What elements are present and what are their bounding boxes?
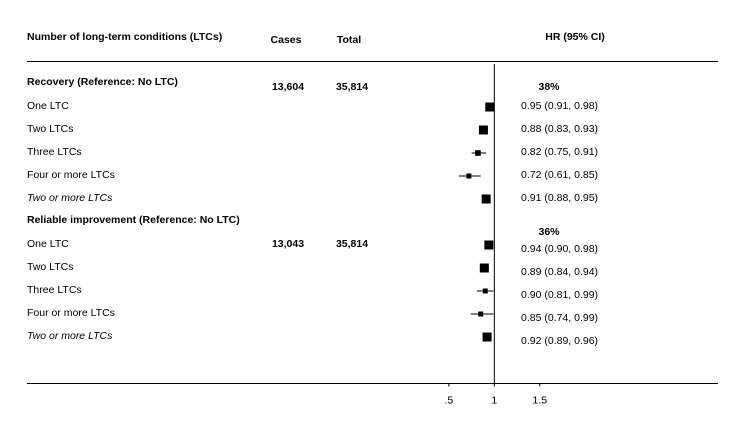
x-tick-label: 1: [491, 394, 497, 406]
value-label: 0.88 (0.83, 0.93): [521, 123, 598, 135]
x-tick-label: .5: [444, 394, 453, 406]
row-label: Three LTCs: [27, 284, 82, 296]
column-header: Total: [337, 34, 361, 46]
estimate-marker: [482, 332, 492, 342]
total: 35,814: [336, 238, 368, 250]
value-label: 0.95 (0.91, 0.98): [521, 100, 598, 112]
row-label: Two LTCs: [27, 123, 73, 135]
estimate-marker: [475, 150, 481, 156]
annotation: 38%: [538, 81, 560, 93]
value-label: 0.89 (0.84, 0.94): [521, 266, 598, 278]
row-label: Two or more LTCs: [27, 192, 113, 204]
group-title: Reliable improvement (Reference: No LTC): [27, 214, 240, 226]
estimate-marker: [466, 173, 472, 179]
estimate-marker: [485, 102, 495, 112]
group-title: Recovery (Reference: No LTC): [27, 76, 178, 88]
column-header: Cases: [271, 34, 302, 46]
estimate-marker: [482, 288, 488, 294]
estimate-marker: [481, 194, 491, 204]
value-label: 0.92 (0.89, 0.96): [521, 335, 598, 347]
row-label: One LTC: [27, 100, 69, 112]
value-label: 0.94 (0.90, 0.98): [521, 243, 598, 255]
column-header: HR (95% CI): [545, 31, 605, 43]
value-label: 0.91 (0.88, 0.95): [521, 192, 598, 204]
row-label: Two or more LTCs: [27, 330, 113, 342]
estimate-marker: [478, 125, 488, 135]
row-label: Four or more LTCs: [27, 307, 115, 319]
value-label: 0.82 (0.75, 0.91): [521, 146, 598, 158]
x-tick-label: 1.5: [532, 394, 547, 406]
row-label: Four or more LTCs: [27, 169, 115, 181]
annotation: 36%: [538, 226, 560, 238]
cases: 13,043: [272, 238, 304, 250]
estimate-marker: [478, 311, 484, 317]
row-label: Two LTCs: [27, 261, 73, 273]
value-label: 0.90 (0.81, 0.99): [521, 289, 598, 301]
value-label: 0.72 (0.61, 0.85): [521, 169, 598, 181]
cases: 13,604: [272, 81, 304, 93]
row-label: One LTC: [27, 238, 69, 250]
estimate-marker: [479, 263, 489, 273]
estimate-marker: [484, 240, 494, 250]
row-label: Three LTCs: [27, 146, 82, 158]
value-label: 0.85 (0.74, 0.99): [521, 312, 598, 324]
total: 35,814: [336, 81, 368, 93]
column-header: Number of long-term conditions (LTCs): [27, 31, 222, 43]
